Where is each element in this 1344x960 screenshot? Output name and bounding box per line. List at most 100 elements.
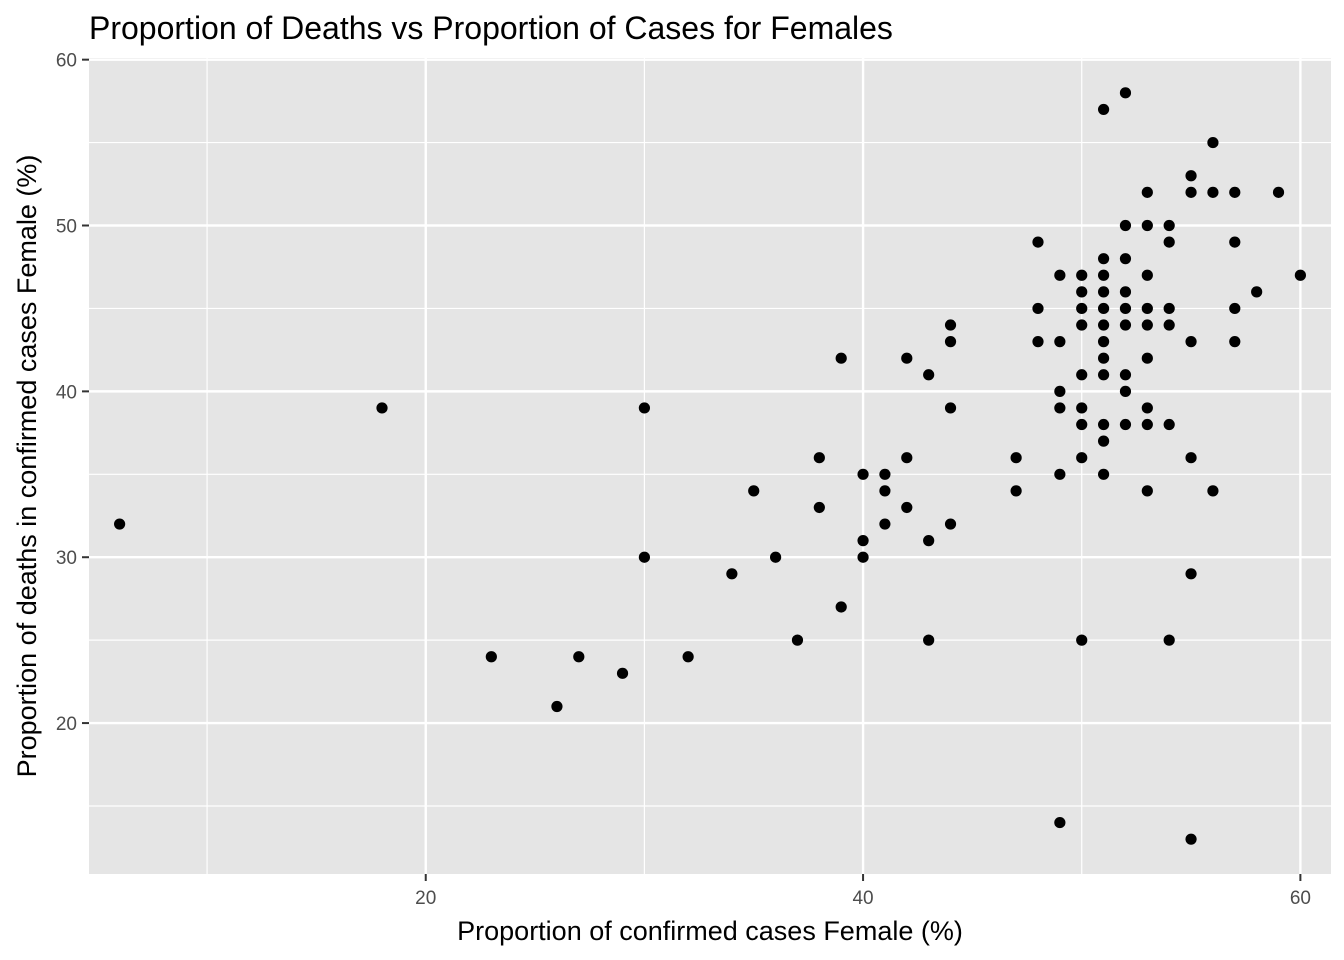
data-point [879, 518, 891, 530]
data-point [813, 452, 825, 464]
data-point [1119, 369, 1132, 381]
data-point [944, 518, 957, 530]
y-tick-label: 30 [56, 548, 77, 569]
data-point [1119, 87, 1132, 99]
data-point [1119, 418, 1132, 431]
data-point [616, 667, 629, 679]
data-point [1010, 485, 1022, 497]
x-tick-label: 60 [1290, 888, 1311, 909]
data-point [1097, 302, 1110, 315]
data-point [726, 568, 738, 580]
data-point [1141, 352, 1153, 364]
data-point [1076, 452, 1088, 464]
data-point [1207, 136, 1219, 149]
data-point [638, 402, 651, 414]
data-point [1010, 452, 1022, 464]
data-point [1141, 485, 1153, 497]
data-point [1097, 319, 1110, 331]
data-point [1185, 336, 1197, 348]
y-tick-label: 50 [56, 217, 77, 238]
y-tick-label: 60 [56, 51, 77, 72]
data-point [1097, 435, 1110, 447]
data-point [1054, 336, 1066, 348]
data-point [1163, 219, 1175, 232]
data-point [1163, 236, 1175, 248]
x-tick-label: 20 [415, 888, 436, 909]
data-point [1141, 269, 1153, 281]
data-point [813, 501, 825, 514]
data-point [1229, 336, 1241, 348]
data-point [1119, 302, 1132, 315]
data-point [1076, 418, 1088, 431]
data-point [1141, 302, 1153, 315]
data-point [1032, 236, 1044, 248]
data-point [1076, 319, 1088, 331]
data-point [835, 352, 847, 364]
data-point [1163, 319, 1175, 331]
x-axis-ticks: 20 40 60 [415, 874, 1311, 909]
data-points [114, 87, 1306, 845]
data-point [1119, 286, 1132, 298]
data-point [1207, 186, 1219, 198]
data-point [835, 601, 847, 613]
data-point [857, 551, 869, 563]
data-point [1251, 286, 1263, 298]
data-point [114, 518, 126, 530]
data-point [1097, 468, 1110, 480]
data-point [1076, 269, 1088, 281]
data-point [1141, 186, 1153, 198]
data-point [944, 336, 957, 348]
data-point [1097, 352, 1110, 364]
data-point [944, 402, 957, 414]
data-point [1185, 833, 1197, 845]
data-point [376, 402, 388, 414]
data-point [1185, 186, 1197, 198]
data-point [857, 535, 869, 547]
data-point [1097, 418, 1110, 431]
data-point [879, 485, 891, 497]
data-point [791, 634, 804, 646]
data-point [1141, 418, 1153, 431]
data-point [879, 468, 891, 480]
data-point [1141, 219, 1153, 232]
data-point [923, 535, 935, 547]
data-point [1229, 186, 1241, 198]
data-point [1185, 170, 1197, 182]
data-point [1032, 302, 1044, 315]
data-point [1097, 369, 1110, 381]
x-tick-label: 40 [852, 888, 873, 909]
y-axis-title: Proportion of deaths in confirmed cases … [12, 155, 42, 778]
data-point [901, 352, 913, 364]
data-point [682, 651, 694, 663]
data-point [1163, 418, 1175, 431]
data-point [1076, 369, 1088, 381]
data-point [748, 485, 760, 497]
data-point [1207, 485, 1219, 497]
data-point [1054, 816, 1066, 829]
data-point [1229, 302, 1241, 315]
data-point [1163, 302, 1175, 315]
data-point [769, 551, 782, 563]
data-point [1076, 286, 1088, 298]
data-point [857, 468, 869, 480]
data-point [485, 651, 497, 663]
data-point [1119, 253, 1132, 265]
data-point [1141, 319, 1153, 331]
data-point [1097, 103, 1110, 116]
data-point [573, 651, 585, 663]
data-point [1032, 336, 1044, 348]
data-point [1054, 385, 1066, 397]
data-point [1054, 402, 1066, 414]
minor-gridlines [89, 58, 1331, 874]
chart-title: Proportion of Deaths vs Proportion of Ca… [89, 10, 893, 46]
y-tick-label: 40 [56, 382, 77, 403]
data-point [1054, 468, 1066, 480]
data-point [1119, 319, 1132, 331]
data-point [923, 369, 935, 381]
data-point [1097, 253, 1110, 265]
data-point [901, 452, 913, 464]
x-axis-title: Proportion of confirmed cases Female (%) [457, 916, 963, 946]
data-point [1097, 269, 1110, 281]
data-point [1076, 402, 1088, 414]
